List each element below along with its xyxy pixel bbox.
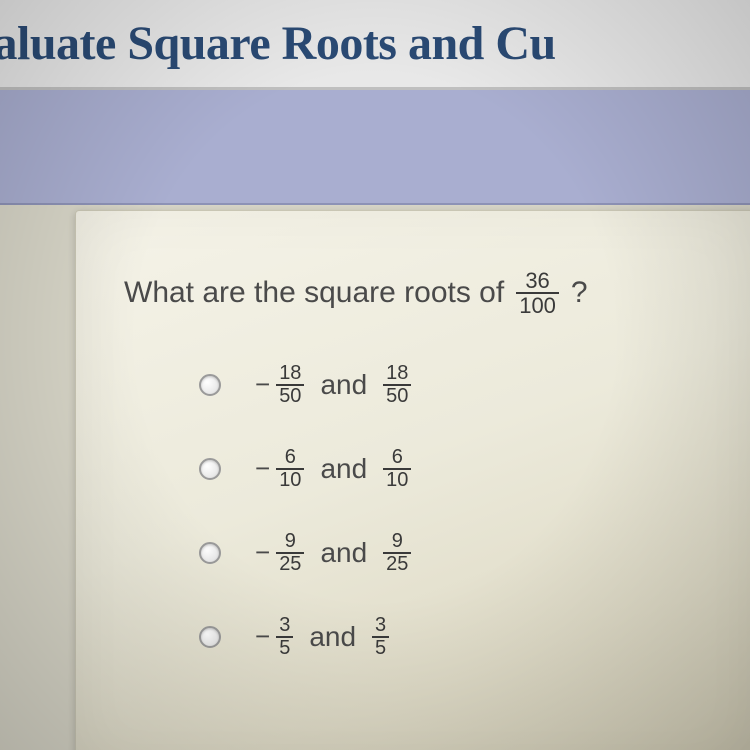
- negative-sign: −: [255, 369, 268, 400]
- option-fraction: 9 25: [383, 531, 411, 575]
- option-4-label: − 3 5 and 3 5: [255, 615, 391, 659]
- option-1-label: − 18 50 and 18 50: [255, 363, 413, 407]
- negative-sign: −: [255, 537, 268, 568]
- negative-sign: −: [255, 621, 268, 652]
- radio-icon[interactable]: [199, 626, 221, 648]
- negative-sign: −: [255, 453, 268, 484]
- question-text: What are the square roots of 36 100 ?: [124, 269, 714, 317]
- option-fraction: 9 25: [276, 531, 304, 575]
- option-3-label: − 9 25 and 9 25: [255, 531, 413, 575]
- header-band: [0, 90, 750, 205]
- conjunction: and: [320, 453, 367, 485]
- radio-icon[interactable]: [199, 458, 221, 480]
- option-fraction: 18 50: [276, 363, 304, 407]
- option-4[interactable]: − 3 5 and 3 5: [199, 615, 714, 659]
- option-fraction: 6 10: [276, 447, 304, 491]
- conjunction: and: [320, 369, 367, 401]
- option-fraction: 18 50: [383, 363, 411, 407]
- question-fraction: 36 100: [516, 269, 559, 317]
- option-fraction: 6 10: [383, 447, 411, 491]
- option-fraction: 3 5: [276, 615, 293, 659]
- option-2-label: − 6 10 and 6 10: [255, 447, 413, 491]
- option-fraction: 3 5: [372, 615, 389, 659]
- radio-icon[interactable]: [199, 542, 221, 564]
- option-1[interactable]: − 18 50 and 18 50: [199, 363, 714, 407]
- options-list: − 18 50 and 18 50 − 6 10 and: [124, 363, 714, 659]
- fraction-denominator: 100: [516, 292, 559, 317]
- conjunction: and: [309, 621, 356, 653]
- fraction-numerator: 36: [522, 269, 552, 292]
- conjunction: and: [320, 537, 367, 569]
- page-title: valuate Square Roots and Cu: [0, 16, 556, 71]
- question-suffix: ?: [571, 276, 588, 310]
- radio-icon[interactable]: [199, 374, 221, 396]
- question-prefix: What are the square roots of: [124, 276, 504, 310]
- question-card: What are the square roots of 36 100 ? − …: [75, 210, 750, 750]
- option-2[interactable]: − 6 10 and 6 10: [199, 447, 714, 491]
- page-header: valuate Square Roots and Cu: [0, 0, 750, 90]
- option-3[interactable]: − 9 25 and 9 25: [199, 531, 714, 575]
